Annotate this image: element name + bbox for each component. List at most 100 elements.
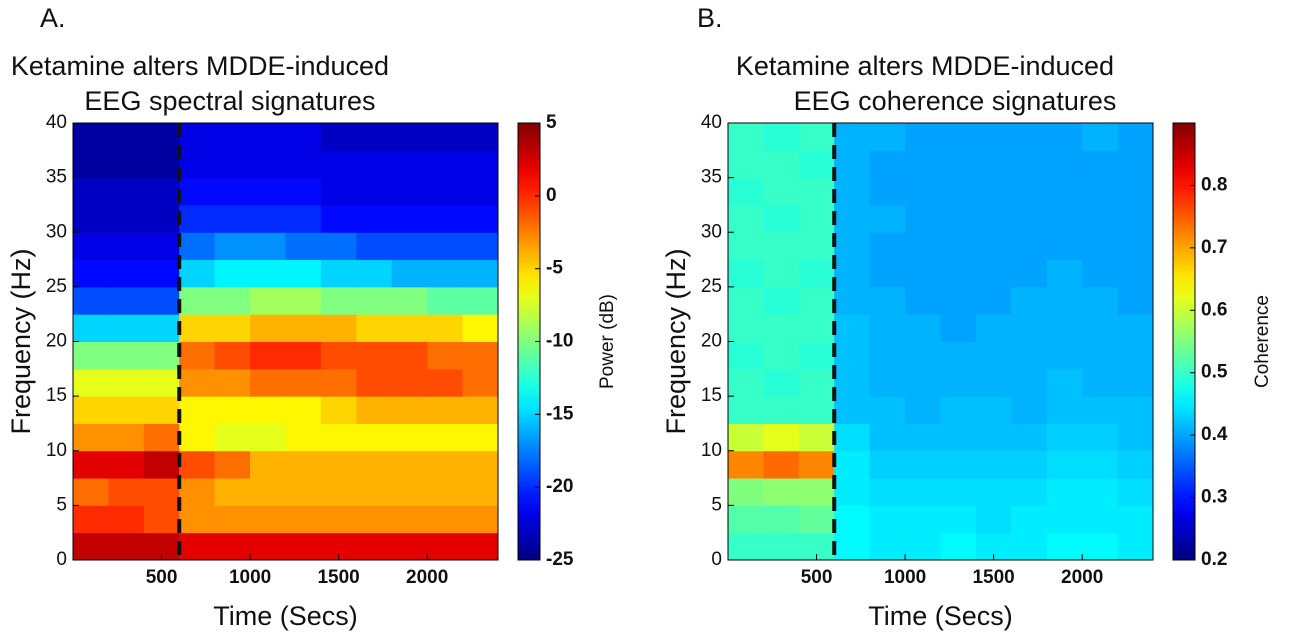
heatmap-cell	[798, 450, 835, 479]
heatmap-cell	[250, 314, 286, 342]
heatmap-cell	[940, 450, 977, 479]
heatmap-cell	[73, 177, 109, 206]
heatmap-cell	[285, 232, 322, 261]
heatmap-cell	[73, 123, 109, 151]
heatmap-cell	[1011, 123, 1048, 151]
heatmap-cell	[1046, 150, 1083, 179]
heatmap-cell	[834, 423, 871, 452]
heatmap-cell	[1046, 204, 1083, 233]
heatmap-cell	[214, 204, 251, 233]
heatmap-cell	[391, 450, 428, 479]
heatmap-cell	[73, 423, 109, 452]
heatmap-cell	[834, 396, 871, 424]
heatmap-cell	[356, 368, 393, 397]
heatmap-cell	[108, 532, 145, 561]
heatmap-cell	[869, 123, 906, 151]
heatmap-cell	[356, 177, 393, 206]
y-tick-label: 15	[46, 385, 67, 406]
heatmap-cell	[834, 368, 871, 397]
heatmap-cell	[320, 450, 357, 479]
heatmap-cell	[1011, 478, 1048, 506]
heatmap-cell	[940, 368, 977, 397]
heatmap-cell	[462, 286, 499, 315]
heatmap-cell	[214, 423, 251, 452]
heatmap-cell	[108, 341, 145, 370]
heatmap-cell	[869, 532, 906, 561]
heatmap-cell	[356, 150, 393, 179]
heatmap-cell	[179, 204, 216, 233]
heatmap-cell	[940, 532, 977, 561]
heatmap-cell	[391, 478, 428, 506]
heatmap-cell	[1011, 368, 1048, 397]
heatmap-cell	[905, 478, 941, 506]
heatmap-cell	[728, 450, 764, 479]
heatmap-cell	[905, 150, 941, 179]
heatmap-cell	[1046, 505, 1083, 534]
heatmap-cell	[975, 505, 1012, 534]
heatmap-cell	[462, 450, 499, 479]
heatmap-cell	[869, 478, 906, 506]
heatmap-cell	[763, 177, 800, 206]
heatmap-cell	[763, 123, 800, 151]
heatmap-cell	[1117, 423, 1154, 452]
colorbar-tick-label: 0	[546, 185, 557, 206]
heatmap-cell	[763, 150, 800, 179]
x-tick-label: 1500	[317, 567, 359, 588]
heatmap-cell	[427, 232, 464, 261]
heatmap-cell	[1011, 232, 1048, 261]
heatmap-cell	[1117, 123, 1154, 151]
heatmap-cell	[285, 177, 322, 206]
heatmap-cell	[1046, 177, 1083, 206]
panel-label: A.	[40, 3, 66, 33]
heatmap-cell	[214, 532, 251, 561]
heatmap-cell	[462, 204, 499, 233]
heatmap-cell	[427, 368, 464, 397]
heatmap-cell	[214, 177, 251, 206]
heatmap-cell	[179, 478, 216, 506]
heatmap-cell	[975, 150, 1012, 179]
heatmap-cell	[250, 150, 286, 179]
heatmap-cell	[462, 505, 499, 534]
heatmap-cell	[285, 396, 322, 424]
heatmap-cell	[1082, 286, 1119, 315]
heatmap-cell	[462, 177, 499, 206]
heatmap-cell	[391, 368, 428, 397]
heatmap-cell	[1082, 177, 1119, 206]
heatmap-cell	[320, 150, 357, 179]
heatmap-cell	[763, 259, 800, 288]
heatmap-cell	[427, 396, 464, 424]
heatmap-cell	[391, 150, 428, 179]
heatmap-cell	[1117, 396, 1154, 424]
heatmap-cell	[1117, 314, 1154, 342]
heatmap-cell	[73, 396, 109, 424]
y-tick-label: 15	[701, 385, 722, 406]
heatmap-cell	[869, 450, 906, 479]
heatmap-cell	[940, 478, 977, 506]
x-tick-label: 500	[801, 567, 833, 588]
heatmap-cell	[462, 341, 499, 370]
heatmap-cell	[834, 259, 871, 288]
heatmap-cell	[940, 177, 977, 206]
heatmap-cell	[320, 423, 357, 452]
x-axis-label: Time (Secs)	[868, 601, 1013, 631]
heatmap-cell	[940, 286, 977, 315]
heatmap-cell	[1082, 423, 1119, 452]
x-tick-label: 1000	[229, 567, 271, 588]
x-tick-label: 500	[146, 567, 178, 588]
heatmap-cell	[73, 341, 109, 370]
heatmap-cell	[108, 396, 145, 424]
heatmap-cell	[798, 423, 835, 452]
heatmap-cell	[356, 123, 393, 151]
heatmap-cell	[320, 123, 357, 151]
heatmap-cell	[179, 232, 216, 261]
heatmap-cell	[179, 423, 216, 452]
y-tick-label: 0	[56, 549, 67, 570]
heatmap-cell	[214, 314, 251, 342]
heatmap-cell	[728, 532, 764, 561]
colorbar-tick-label: -20	[546, 476, 573, 497]
chart-title: Ketamine alters MDDE-induced	[11, 51, 389, 81]
heatmap-cell	[940, 341, 977, 370]
colorbar-tick-label: 0.4	[1201, 424, 1228, 445]
heatmap-cell	[869, 314, 906, 342]
heatmap-cell	[143, 286, 180, 315]
